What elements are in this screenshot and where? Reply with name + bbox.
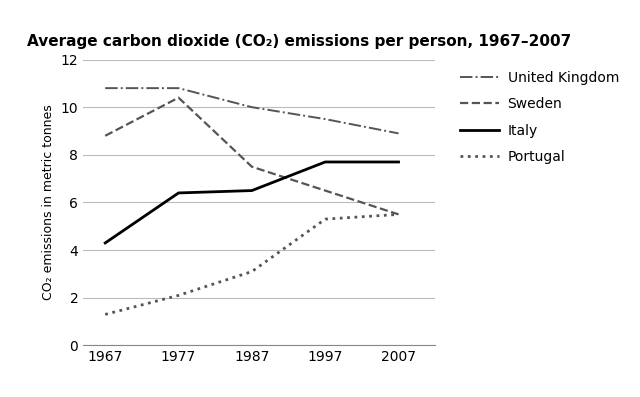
Portugal <box>101 312 109 317</box>
Italy <box>175 191 182 195</box>
Italy <box>101 241 109 245</box>
Portugal <box>321 217 329 222</box>
Sweden <box>395 212 403 217</box>
Sweden <box>248 164 256 169</box>
Portugal <box>248 269 256 274</box>
United Kingdom <box>101 86 109 91</box>
Line: Sweden: Sweden <box>105 98 399 214</box>
Line: Portugal: Portugal <box>105 214 399 314</box>
Portugal <box>175 293 182 298</box>
Italy <box>248 188 256 193</box>
United Kingdom <box>175 86 182 91</box>
Portugal <box>395 212 403 217</box>
Sweden <box>101 133 109 138</box>
United Kingdom <box>248 105 256 110</box>
Sweden <box>321 188 329 193</box>
Italy <box>395 160 403 164</box>
Legend: United Kingdom, Sweden, Italy, Portugal: United Kingdom, Sweden, Italy, Portugal <box>456 66 623 168</box>
United Kingdom <box>321 117 329 121</box>
Line: Italy: Italy <box>105 162 399 243</box>
Line: United Kingdom: United Kingdom <box>105 88 399 133</box>
Text: Average carbon dioxide (CO₂) emissions per person, 1967–2007: Average carbon dioxide (CO₂) emissions p… <box>27 34 571 49</box>
Sweden <box>175 95 182 100</box>
Italy <box>321 160 329 164</box>
Y-axis label: CO₂ emissions in metric tonnes: CO₂ emissions in metric tonnes <box>42 104 55 301</box>
United Kingdom <box>395 131 403 136</box>
